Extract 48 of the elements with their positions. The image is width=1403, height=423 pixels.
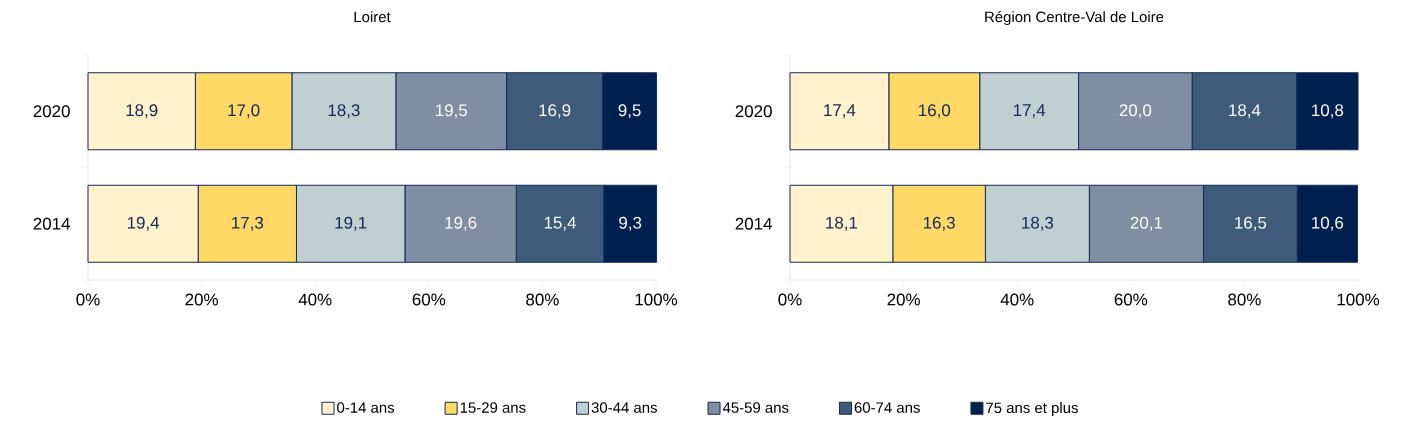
legend-label: 45-59 ans [722, 402, 789, 413]
data-label: 16,9 [539, 104, 571, 119]
x-tick-label: 20% [185, 293, 218, 306]
data-label: 18,4 [1229, 104, 1261, 119]
data-label: 19,1 [335, 216, 367, 231]
data-label: 18,9 [126, 104, 158, 119]
x-tick-label: 60% [412, 293, 446, 306]
legend-label: 0-14 ans [337, 402, 395, 413]
x-tick-label: 80% [1228, 293, 1261, 306]
legend-label: 30-44 ans [591, 402, 657, 413]
x-tick-label: 40% [298, 293, 332, 306]
data-label: 19,6 [445, 216, 477, 231]
x-tick-label: 40% [1000, 293, 1034, 306]
x-tick-label: 20% [887, 293, 920, 306]
data-label: 15,4 [544, 216, 576, 231]
y-tick-label: 2014 [735, 217, 772, 230]
x-tick-label: 100% [635, 293, 678, 306]
data-label: 9,3 [619, 216, 642, 231]
data-label: 20,1 [1130, 216, 1163, 231]
data-label: 17,3 [232, 216, 264, 231]
data-label: 19,5 [436, 104, 467, 119]
chart-title: Région Centre-Val de Loire [985, 11, 1164, 26]
chart-title: Loiret [354, 11, 391, 23]
data-label: 10,8 [1312, 104, 1344, 119]
data-label: 17,4 [824, 104, 856, 119]
data-label: 17,4 [1013, 104, 1046, 119]
data-label: 9,5 [618, 104, 641, 119]
y-tick-label: 2014 [33, 217, 70, 230]
legend-label: 75 ans et plus [986, 402, 1078, 417]
data-label: 16,0 [919, 104, 951, 119]
x-tick-label: 100% [1337, 293, 1380, 306]
y-tick-label: 2020 [33, 105, 70, 118]
x-tick-label: 60% [1114, 293, 1148, 306]
data-label: 10,6 [1312, 216, 1344, 231]
data-label: 18,3 [1022, 216, 1054, 231]
x-tick-label: 0% [76, 293, 100, 306]
data-label: 20,0 [1119, 104, 1152, 119]
data-label: 18,1 [826, 216, 858, 231]
y-tick-label: 2020 [735, 105, 772, 118]
legend-label: 60-74 ans [854, 402, 920, 413]
data-label: 16,5 [1235, 216, 1267, 231]
data-label: 17,0 [228, 104, 260, 119]
data-label: 18,3 [328, 104, 360, 119]
x-tick-label: 80% [526, 293, 559, 306]
legend-label: 15-29 ans [460, 402, 526, 413]
data-label: 16,3 [923, 216, 955, 231]
x-tick-label: 0% [778, 293, 802, 306]
data-label: 19,4 [127, 216, 160, 231]
